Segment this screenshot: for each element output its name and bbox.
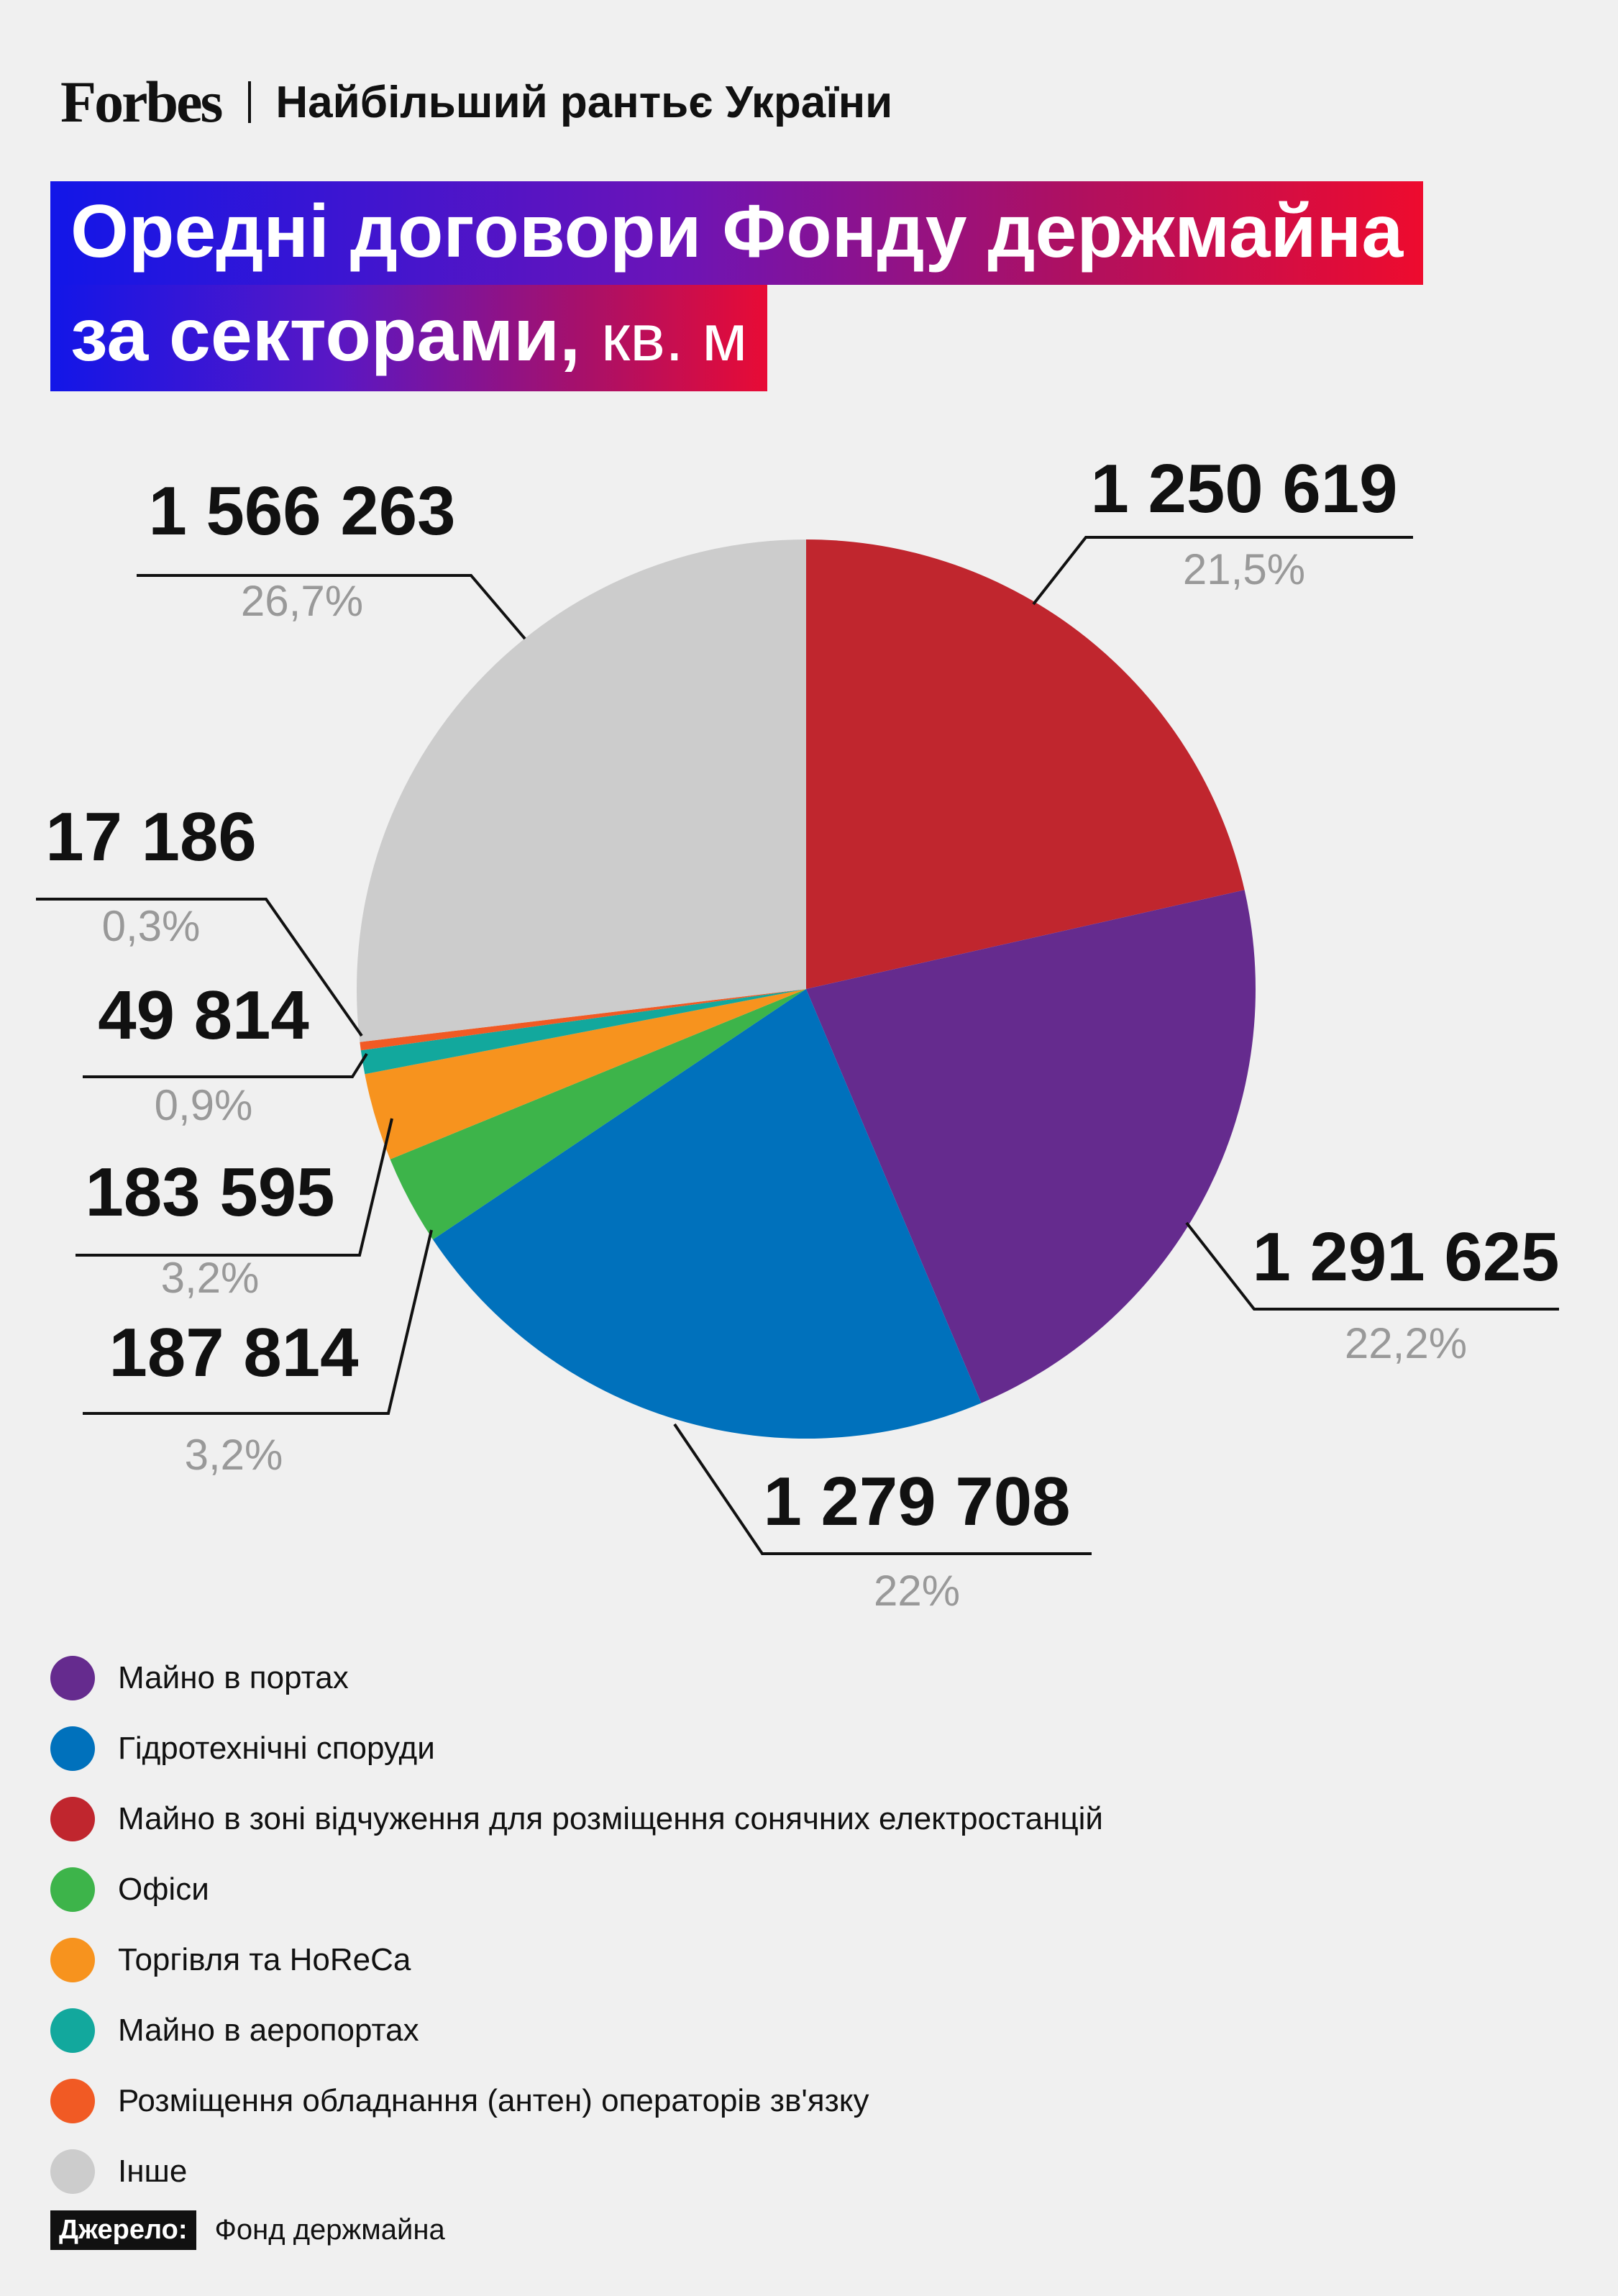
title-line-2: за секторами, кв. м xyxy=(50,285,768,391)
value-label-3: 1 279 708 xyxy=(763,1463,1070,1540)
legend-item: Гідротехнічні споруди xyxy=(50,1713,1103,1784)
pie-labels: 1 250 619 21,5% 1 291 625 22,2% 1 279 708 22%… xyxy=(36,450,1560,1615)
percent-label-5: 3,2% xyxy=(161,1254,260,1302)
percent-label-6: 0,9% xyxy=(155,1081,253,1129)
pie-slice-6 xyxy=(360,989,806,1075)
legend-swatch xyxy=(50,1867,95,1912)
forbes-logo: Forbes xyxy=(60,69,223,135)
leader-line-1 xyxy=(1032,536,1413,606)
pie-slice-7 xyxy=(360,989,806,1051)
value-label-5: 183 595 xyxy=(85,1154,334,1231)
percent-label-8: 26,7% xyxy=(241,577,363,625)
leader-line-3 xyxy=(673,1423,1092,1555)
legend-item: Майно в портах xyxy=(50,1643,1103,1713)
pie-slice-4 xyxy=(390,989,806,1240)
leader-line-6 xyxy=(83,1052,368,1078)
percent-label-3: 22% xyxy=(874,1567,960,1615)
legend-swatch xyxy=(50,1938,95,1982)
legend-swatch xyxy=(50,2079,95,2123)
value-label-6: 49 814 xyxy=(98,977,309,1054)
legend-swatch xyxy=(50,2149,95,2194)
legend-item: Торгівля та HoReCa xyxy=(50,1925,1103,1995)
legend-item: Майно в зоні відчуження для розміщення с… xyxy=(50,1784,1103,1854)
legend-item: Офіси xyxy=(50,1854,1103,1925)
legend-label: Розміщення обладнання (антен) операторів… xyxy=(118,2083,869,2118)
chart-title: Оредні договори Фонду держмайна за секто… xyxy=(50,181,1424,391)
pie-slice-3 xyxy=(432,989,982,1439)
percent-label-1: 21,5% xyxy=(1183,545,1305,593)
pie-slice-8 xyxy=(356,539,806,1042)
leader-line-7 xyxy=(36,898,363,1037)
title-unit: кв. м xyxy=(600,301,748,375)
legend-label: Майно в портах xyxy=(118,1660,349,1695)
value-label-8: 1 566 263 xyxy=(148,473,455,550)
title-line-1: Оредні договори Фонду держмайна xyxy=(50,181,1424,285)
legend-label: Майно в зоні відчуження для розміщення с… xyxy=(118,1801,1103,1836)
legend-swatch xyxy=(50,1726,95,1771)
legend-swatch xyxy=(50,1656,95,1700)
legend-label: Торгівля та HoReCa xyxy=(118,1942,411,1977)
source-text: Фонд держмайна xyxy=(214,2214,445,2246)
legend-label: Гідротехнічні споруди xyxy=(118,1731,435,1766)
legend-label: Офіси xyxy=(118,1872,209,1907)
value-label-4: 187 814 xyxy=(109,1314,358,1391)
legend-item: Розміщення обладнання (антен) операторів… xyxy=(50,2066,1103,2136)
percent-label-7: 0,3% xyxy=(102,902,201,950)
legend-label: Майно в аеропортах xyxy=(118,2013,419,2048)
percent-label-2: 22,2% xyxy=(1345,1319,1467,1367)
leader-line-5 xyxy=(76,1118,393,1257)
pie-slices xyxy=(356,539,1256,1439)
percent-label-4: 3,2% xyxy=(185,1431,283,1479)
pie-slice-5 xyxy=(365,989,806,1160)
title-line-2-text: за секторами, xyxy=(70,293,581,377)
leader-line-4 xyxy=(83,1229,433,1415)
pie-chart: 1 250 619 21,5% 1 291 625 22,2% 1 279 708 22%… xyxy=(36,450,1560,1615)
value-label-7: 17 186 xyxy=(45,798,257,875)
header: Forbes Найбільший рантьє України xyxy=(60,66,892,138)
leader-line-2 xyxy=(1185,1221,1559,1311)
section-title: Найбільший рантьє України xyxy=(275,77,893,127)
pie-slice-2 xyxy=(806,890,1256,1403)
value-label-1: 1 250 619 xyxy=(1090,450,1397,527)
legend: Майно в портах Гідротехнічні споруди Майно… xyxy=(50,1643,1103,2207)
legend-item: Майно в аеропортах xyxy=(50,1995,1103,2066)
legend-swatch xyxy=(50,2008,95,2053)
legend-swatch xyxy=(50,1797,95,1841)
source: Джерело: Фонд держмайна xyxy=(50,2210,445,2250)
leader-line-8 xyxy=(137,574,526,640)
header-divider xyxy=(248,81,252,123)
legend-item: Інше xyxy=(50,2136,1103,2207)
legend-label: Інше xyxy=(118,2154,188,2189)
pie-slice-1 xyxy=(806,539,1245,989)
value-label-2: 1 291 625 xyxy=(1252,1218,1559,1295)
source-tag: Джерело: xyxy=(50,2210,196,2250)
